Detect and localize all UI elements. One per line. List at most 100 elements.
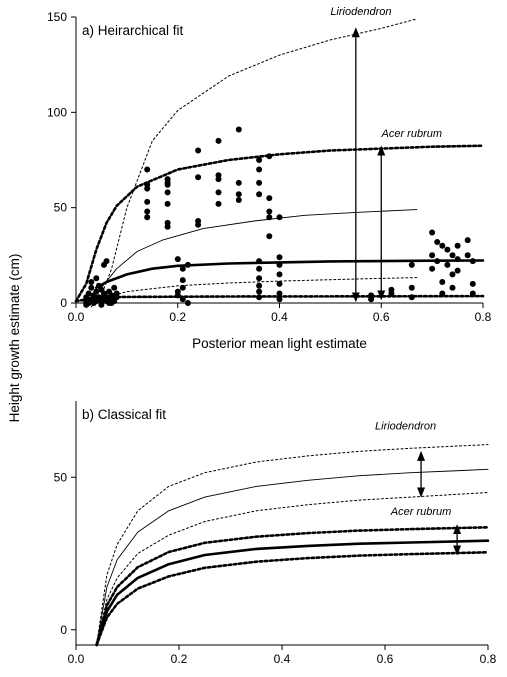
data-point <box>108 292 115 299</box>
data-point <box>195 147 202 154</box>
data-point <box>266 208 273 215</box>
data-point <box>235 126 242 133</box>
data-point <box>88 284 95 291</box>
y-tick-label: 100 <box>47 105 67 119</box>
data-point <box>276 296 283 303</box>
data-point <box>469 258 476 265</box>
data-point <box>388 290 395 297</box>
x-tick-label: 0.0 <box>68 652 85 666</box>
data-point <box>174 292 181 299</box>
data-point <box>464 237 471 244</box>
data-point <box>98 296 105 303</box>
data-point <box>215 200 222 207</box>
data-point <box>235 179 242 186</box>
data-point <box>439 242 446 249</box>
data-point <box>368 296 375 303</box>
panel-b-classical-fit: 0.00.20.40.60.8050Light estimateb) Class… <box>54 401 497 666</box>
data-point <box>276 261 283 268</box>
data-point <box>434 258 441 265</box>
data-point <box>444 246 451 253</box>
data-point <box>93 275 100 282</box>
data-point <box>103 258 110 265</box>
data-point <box>195 174 202 181</box>
data-point <box>276 214 283 221</box>
fit-curve-thin-solid <box>100 209 418 289</box>
data-point <box>256 265 263 272</box>
data-point <box>266 153 273 160</box>
x-tick-label: 0.0 <box>68 310 85 324</box>
data-point <box>179 296 186 303</box>
species-label: Acer rubrum <box>390 506 452 518</box>
data-point <box>184 300 191 306</box>
data-point <box>266 233 273 240</box>
x-tick-label: 0.8 <box>480 652 497 666</box>
fit-curve-thick-dotted <box>95 551 490 647</box>
data-point <box>276 254 283 261</box>
data-point <box>164 189 171 196</box>
data-point <box>469 290 476 297</box>
data-point <box>164 179 171 186</box>
data-point <box>85 290 92 297</box>
data-point <box>266 214 273 221</box>
species-label: Liriodendron <box>375 421 436 433</box>
data-point <box>195 221 202 228</box>
fit-curve-thick-solid <box>95 259 485 289</box>
data-point <box>215 189 222 196</box>
data-point <box>179 284 186 291</box>
data-point <box>276 290 283 297</box>
data-point <box>276 271 283 278</box>
data-point <box>408 261 415 268</box>
x-axis-title: Posterior mean light estimate <box>192 336 367 351</box>
shared-y-axis-title: Height growth estimate (cm) <box>7 254 22 423</box>
panel-a-hierarchical-fit: 0.0 0.2 0.4 0.6 0.8 0 50 100 150 Posterior mean l… <box>47 6 492 351</box>
data-point <box>256 166 263 173</box>
data-point <box>434 239 441 245</box>
x-tick-label: 0.8 <box>475 310 492 324</box>
panel-label: a) Heirarchical fit <box>82 23 184 38</box>
data-point <box>408 284 415 291</box>
data-point <box>215 137 222 144</box>
data-point <box>444 261 451 268</box>
data-point <box>256 157 263 163</box>
data-point <box>454 242 461 249</box>
y-tick-label: 150 <box>47 10 67 24</box>
data-point <box>469 280 476 287</box>
data-point <box>179 265 186 272</box>
data-point <box>449 271 456 278</box>
fit-curve-thin-dotted <box>90 18 418 308</box>
x-tick-label: 0.4 <box>274 652 291 666</box>
data-point <box>88 279 95 285</box>
y-tick-label: 0 <box>60 296 67 310</box>
data-point <box>103 294 110 301</box>
data-point <box>454 256 461 263</box>
data-point <box>144 198 151 205</box>
fit-curve-thick-dotted <box>95 526 490 647</box>
data-point <box>235 197 242 203</box>
data-point <box>256 294 263 301</box>
x-tick-label: 0.2 <box>171 652 188 666</box>
data-point <box>449 252 456 259</box>
data-point <box>98 301 105 308</box>
data-point <box>429 252 436 259</box>
data-point <box>276 280 283 287</box>
data-point <box>439 279 446 285</box>
data-point <box>256 282 263 289</box>
data-point <box>108 300 115 306</box>
data-point <box>215 172 222 179</box>
y-tick-label: 50 <box>54 470 68 484</box>
data-point <box>184 261 191 268</box>
data-point <box>464 252 471 259</box>
data-point <box>144 214 151 221</box>
species-label: Acer rubrum <box>381 128 443 140</box>
x-tick-label: 0.4 <box>271 310 288 324</box>
y-tick-label: 50 <box>54 201 68 215</box>
data-point <box>256 258 263 265</box>
data-point <box>429 229 436 236</box>
data-point <box>235 191 242 198</box>
data-point <box>93 288 100 295</box>
data-point <box>256 191 263 198</box>
data-point <box>429 265 436 272</box>
data-point <box>256 288 263 295</box>
fit-curve-thick-solid <box>95 539 490 647</box>
